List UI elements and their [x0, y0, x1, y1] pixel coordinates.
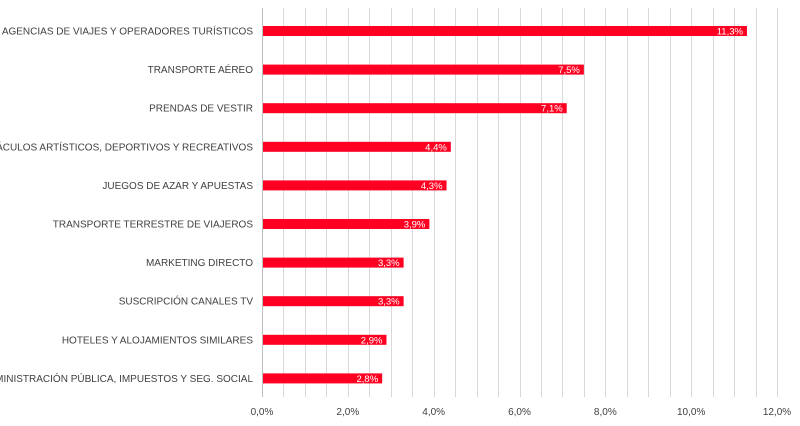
bar [262, 296, 404, 307]
bar [262, 141, 451, 152]
x-axis-tick-labels: 0,0% 2,0% 4,0% 6,0% 8,0% 10,0% 12,0% [251, 407, 792, 418]
bar [262, 103, 567, 114]
category-label: ESPECTÁCULOS ARTÍSTICOS, DEPORTIVOS Y RE… [0, 140, 253, 153]
bar [262, 64, 584, 75]
category-label: JUEGOS DE AZAR Y APUESTAS [102, 181, 253, 192]
data-label: 3,9% [404, 220, 426, 231]
bar [262, 26, 747, 36]
x-tick-label: 6,0% [508, 407, 531, 418]
bar [262, 180, 447, 191]
bar [262, 219, 430, 229]
category-label: TRANSPORTE TERRESTRE DE VIAJEROS [53, 220, 254, 231]
category-label: HOTELES Y ALOJAMIENTOS SIMILARES [62, 335, 254, 346]
data-label: 3,3% [378, 297, 400, 308]
bars: 11,3% 7,5% 7,1% 4,4% 4,3% 3,9% 3,3% 3,3% 2,9% 2,8… [262, 26, 747, 385]
data-label: 2,9% [361, 335, 383, 346]
data-label: 11,3% [717, 27, 744, 38]
data-label: 3,3% [378, 258, 400, 269]
category-label: PRENDAS DE VESTIR [149, 104, 253, 115]
x-tick-label: 10,0% [677, 407, 705, 418]
data-label: 7,1% [541, 104, 563, 115]
category-label: ADMINISTRACIÓN PÚBLICA, IMPUESTOS Y SEG.… [0, 372, 253, 385]
category-label: MARKETING DIRECTO [146, 258, 253, 269]
category-labels: AGENCIAS DE VIAJES Y OPERADORES TURÍSTIC… [0, 25, 253, 385]
x-tick-label: 12,0% [763, 407, 791, 418]
bar [262, 373, 383, 384]
category-label: SUSCRIPCIÓN CANALES TV [119, 295, 254, 308]
x-tick-label: 0,0% [251, 407, 274, 418]
x-tick-label: 8,0% [594, 407, 617, 418]
x-tick-label: 2,0% [336, 407, 359, 418]
x-tick-label: 4,0% [422, 407, 445, 418]
category-label: TRANSPORTE AÉREO [148, 63, 254, 76]
category-label: AGENCIAS DE VIAJES Y OPERADORES TURÍSTIC… [2, 25, 254, 38]
data-label: 4,4% [425, 142, 447, 153]
data-label: 7,5% [558, 65, 580, 76]
data-label: 2,8% [357, 374, 379, 385]
bar [262, 257, 404, 268]
bar [262, 334, 387, 345]
data-label: 4,3% [421, 181, 443, 192]
